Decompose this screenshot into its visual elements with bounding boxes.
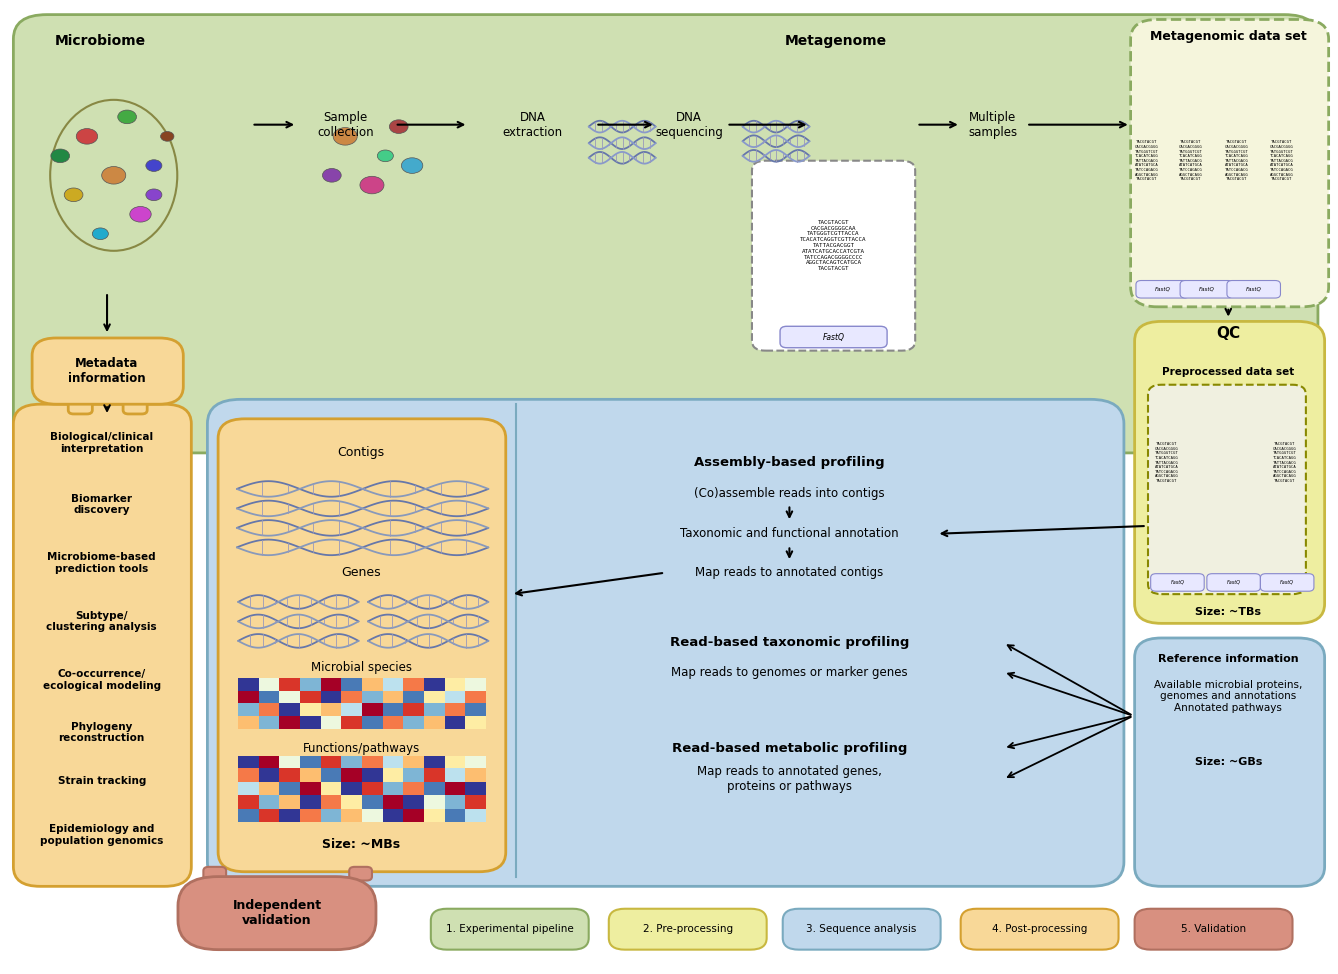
FancyBboxPatch shape	[349, 867, 372, 880]
FancyBboxPatch shape	[1135, 909, 1293, 950]
Text: 5. Validation: 5. Validation	[1181, 924, 1246, 934]
Text: Map reads to genomes or marker genes: Map reads to genomes or marker genes	[672, 665, 907, 679]
Circle shape	[64, 188, 83, 202]
Circle shape	[360, 176, 384, 194]
Text: Size: ~TBs: Size: ~TBs	[1195, 607, 1262, 617]
Text: Microbiome-based
prediction tools: Microbiome-based prediction tools	[47, 552, 157, 574]
Text: TACGTACGT
CACGACGGGGCAA
TATGGGTCGTTACCA
TCACATCAGGTCGTTACCA
TATTACGACGGT
ATATCAT: TACGTACGT CACGACGGGGCAA TATGGGTCGTTACCA …	[800, 220, 867, 271]
Circle shape	[118, 110, 136, 124]
Text: Strain tracking: Strain tracking	[58, 776, 146, 786]
FancyBboxPatch shape	[1131, 19, 1329, 307]
FancyBboxPatch shape	[68, 400, 92, 414]
Text: Map reads to annotated genes,
proteins or pathways: Map reads to annotated genes, proteins o…	[697, 766, 882, 793]
Text: TACGTACGT
CACGACGGGG
TATGGGTCGT
TCACATCAGG
TATTACGACG
ATATCATGCA
TATCCAGACG
AGGC: TACGTACGT CACGACGGGG TATGGGTCGT TCACATCA…	[1270, 140, 1294, 181]
Text: DNA
sequencing: DNA sequencing	[656, 111, 723, 138]
FancyBboxPatch shape	[752, 161, 915, 351]
Text: Assembly-based profiling: Assembly-based profiling	[694, 456, 884, 469]
Text: QC: QC	[1216, 325, 1240, 341]
Text: Functions/pathways: Functions/pathways	[302, 741, 420, 755]
FancyBboxPatch shape	[1180, 281, 1234, 298]
Text: TACGTACGT
CACGACGGGG
TATGGGTCGT
TCACATCAGG
TATTACGACG
ATATCATGCA
TATCCAGACG
AGGC: TACGTACGT CACGACGGGG TATGGGTCGT TCACATCA…	[1155, 442, 1179, 483]
Text: TACGTACGT
CACGACGGGG
TATGGGTCGT
TCACATCAGG
TATTACGACG
ATATCATGCA
TATCCAGACG
AGGC: TACGTACGT CACGACGGGG TATGGGTCGT TCACATCA…	[1135, 140, 1159, 181]
Circle shape	[146, 189, 162, 201]
FancyBboxPatch shape	[13, 404, 191, 886]
Text: FastQ: FastQ	[1246, 286, 1262, 292]
FancyBboxPatch shape	[32, 338, 183, 404]
FancyBboxPatch shape	[203, 867, 226, 880]
Text: Read-based metabolic profiling: Read-based metabolic profiling	[672, 741, 907, 755]
Text: FastQ: FastQ	[1227, 580, 1240, 585]
Text: FastQ: FastQ	[1155, 286, 1171, 292]
FancyBboxPatch shape	[13, 15, 1318, 453]
FancyBboxPatch shape	[1135, 321, 1325, 623]
Circle shape	[92, 228, 108, 240]
Circle shape	[389, 120, 408, 133]
FancyBboxPatch shape	[783, 909, 941, 950]
Text: Subtype/
clustering analysis: Subtype/ clustering analysis	[47, 611, 157, 632]
Text: Microbiome: Microbiome	[55, 34, 146, 48]
Text: Phylogeny
reconstruction: Phylogeny reconstruction	[59, 722, 145, 743]
Text: Metagenomic data set: Metagenomic data set	[1149, 29, 1307, 43]
FancyBboxPatch shape	[1135, 638, 1325, 886]
Text: Reference information: Reference information	[1157, 655, 1299, 664]
Circle shape	[161, 131, 174, 141]
FancyBboxPatch shape	[1151, 574, 1204, 591]
Circle shape	[146, 160, 162, 171]
Text: TACGTACGT
CACGACGGGG
TATGGGTCGT
TCACATCAGG
TATTACGACG
ATATCATGCA
TATCCAGACG
AGGC: TACGTACGT CACGACGGGG TATGGGTCGT TCACATCA…	[1224, 140, 1248, 181]
Text: Multiple
samples: Multiple samples	[969, 111, 1017, 138]
FancyBboxPatch shape	[609, 909, 767, 950]
Text: Size: ~GBs: Size: ~GBs	[1195, 757, 1262, 767]
Text: TACGTACGT
CACGACGGGG
TATGGGTCGT
TCACATCAGG
TATTACGACG
ATATCATGCA
TATCCAGACG
AGGC: TACGTACGT CACGACGGGG TATGGGTCGT TCACATCA…	[1272, 442, 1297, 483]
FancyBboxPatch shape	[431, 909, 589, 950]
FancyBboxPatch shape	[218, 419, 506, 872]
Text: FastQ: FastQ	[823, 332, 844, 342]
Circle shape	[130, 206, 151, 222]
FancyBboxPatch shape	[1136, 281, 1189, 298]
Text: 4. Post-processing: 4. Post-processing	[991, 924, 1088, 934]
FancyBboxPatch shape	[1260, 574, 1314, 591]
Text: DNA
extraction: DNA extraction	[503, 111, 562, 138]
Text: 1. Experimental pipeline: 1. Experimental pipeline	[446, 924, 574, 934]
Text: Preprocessed data set: Preprocessed data set	[1163, 367, 1294, 377]
Circle shape	[333, 128, 357, 145]
Text: Microbial species: Microbial species	[310, 660, 412, 674]
Circle shape	[322, 169, 341, 182]
Circle shape	[76, 129, 98, 144]
Text: TACGTACGT
CACGACGGGG
TATGGGTCGT
TCACATCAGG
TATTACGACG
ATATCATGCA
TATCCAGACG
AGGC: TACGTACGT CACGACGGGG TATGGGTCGT TCACATCA…	[1179, 140, 1203, 181]
Text: Biological/clinical
interpretation: Biological/clinical interpretation	[50, 432, 154, 454]
Text: Metadata
information: Metadata information	[68, 357, 146, 385]
Text: Epidemiology and
population genomics: Epidemiology and population genomics	[40, 824, 163, 845]
Circle shape	[377, 150, 393, 162]
Text: Size: ~MBs: Size: ~MBs	[322, 838, 400, 851]
Text: 2. Pre-processing: 2. Pre-processing	[642, 924, 733, 934]
Text: Genes: Genes	[341, 566, 381, 580]
Text: Available microbial proteins,
genomes and annotations
Annotated pathways: Available microbial proteins, genomes an…	[1155, 680, 1302, 713]
FancyBboxPatch shape	[123, 400, 147, 414]
Text: Read-based taxonomic profiling: Read-based taxonomic profiling	[670, 636, 909, 650]
FancyBboxPatch shape	[178, 877, 376, 950]
Text: Taxonomic and functional annotation: Taxonomic and functional annotation	[680, 527, 899, 541]
Text: FastQ: FastQ	[1280, 580, 1294, 585]
Text: Map reads to annotated contigs: Map reads to annotated contigs	[696, 566, 883, 580]
Text: Contigs: Contigs	[337, 446, 385, 460]
Circle shape	[401, 158, 423, 173]
Text: Sample
collection: Sample collection	[317, 111, 373, 138]
Text: Biomarker
discovery: Biomarker discovery	[71, 494, 132, 515]
FancyBboxPatch shape	[961, 909, 1119, 950]
FancyBboxPatch shape	[780, 326, 887, 348]
Text: (Co)assemble reads into contigs: (Co)assemble reads into contigs	[694, 487, 884, 501]
FancyBboxPatch shape	[1148, 385, 1306, 594]
Text: FastQ: FastQ	[1171, 580, 1184, 585]
FancyBboxPatch shape	[1227, 281, 1280, 298]
Circle shape	[102, 167, 126, 184]
Text: Co-occurrence/
ecological modeling: Co-occurrence/ ecological modeling	[43, 669, 161, 691]
FancyBboxPatch shape	[1207, 574, 1260, 591]
Circle shape	[51, 149, 70, 163]
Text: Metagenome: Metagenome	[785, 34, 887, 48]
FancyBboxPatch shape	[207, 399, 1124, 886]
Text: 3. Sequence analysis: 3. Sequence analysis	[807, 924, 917, 934]
Text: FastQ: FastQ	[1199, 286, 1215, 292]
Text: Independent
validation: Independent validation	[233, 899, 321, 926]
